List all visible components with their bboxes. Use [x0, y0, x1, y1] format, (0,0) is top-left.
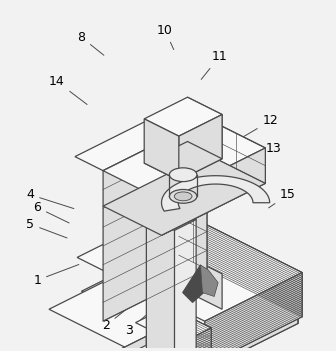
Ellipse shape: [169, 190, 197, 203]
Polygon shape: [75, 105, 207, 171]
Polygon shape: [201, 265, 218, 297]
Polygon shape: [49, 250, 298, 351]
Text: 12: 12: [239, 114, 278, 139]
Text: 15: 15: [269, 188, 296, 208]
Polygon shape: [146, 336, 201, 351]
Text: 14: 14: [49, 75, 87, 105]
Text: 8: 8: [78, 31, 104, 55]
Polygon shape: [144, 97, 222, 136]
Polygon shape: [187, 97, 222, 159]
Text: 5: 5: [26, 218, 67, 238]
Polygon shape: [103, 119, 265, 200]
Polygon shape: [183, 265, 210, 302]
Text: 3: 3: [125, 305, 158, 337]
Polygon shape: [146, 205, 196, 230]
Polygon shape: [179, 328, 211, 351]
Polygon shape: [179, 105, 207, 269]
Polygon shape: [144, 141, 222, 180]
Polygon shape: [205, 273, 302, 351]
Polygon shape: [168, 306, 211, 351]
Polygon shape: [190, 258, 222, 309]
Text: 11: 11: [201, 51, 227, 79]
Polygon shape: [174, 209, 302, 317]
Text: 10: 10: [157, 24, 174, 49]
Polygon shape: [179, 314, 298, 351]
Polygon shape: [103, 154, 265, 235]
Polygon shape: [211, 313, 298, 351]
Polygon shape: [103, 336, 146, 351]
Polygon shape: [162, 176, 270, 211]
Text: 13: 13: [241, 142, 281, 164]
Polygon shape: [81, 248, 298, 351]
Ellipse shape: [169, 168, 197, 181]
Polygon shape: [103, 336, 201, 351]
Polygon shape: [135, 306, 211, 344]
Polygon shape: [146, 216, 174, 351]
Polygon shape: [179, 114, 222, 180]
Text: 4: 4: [27, 188, 74, 208]
Polygon shape: [77, 209, 302, 321]
Polygon shape: [144, 119, 179, 180]
Polygon shape: [168, 250, 298, 324]
Polygon shape: [207, 119, 265, 183]
Polygon shape: [168, 248, 298, 324]
Text: 1: 1: [33, 265, 79, 287]
Polygon shape: [168, 205, 196, 351]
Text: 2: 2: [102, 300, 138, 332]
Text: 6: 6: [33, 201, 69, 223]
Polygon shape: [162, 148, 265, 235]
Ellipse shape: [174, 192, 192, 201]
Text: 7: 7: [225, 296, 243, 326]
Polygon shape: [103, 119, 207, 321]
